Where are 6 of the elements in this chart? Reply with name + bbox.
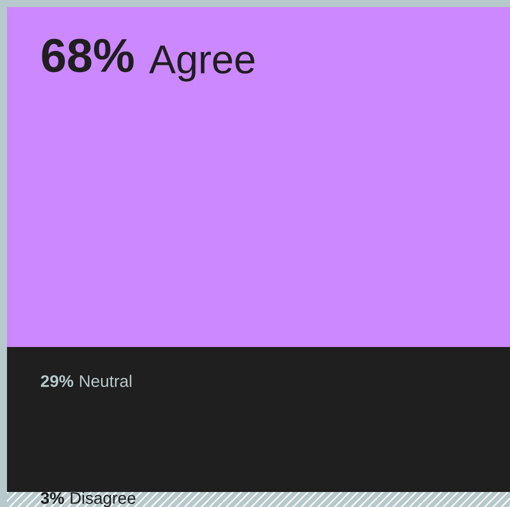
series-label: Agree xyxy=(149,46,254,82)
data-label: 68% xyxy=(42,38,134,72)
series-label: Disagree xyxy=(70,492,136,507)
data-label: 3% xyxy=(40,492,64,504)
series-label: Neutral xyxy=(80,374,132,388)
data-label: 29% xyxy=(40,375,74,388)
